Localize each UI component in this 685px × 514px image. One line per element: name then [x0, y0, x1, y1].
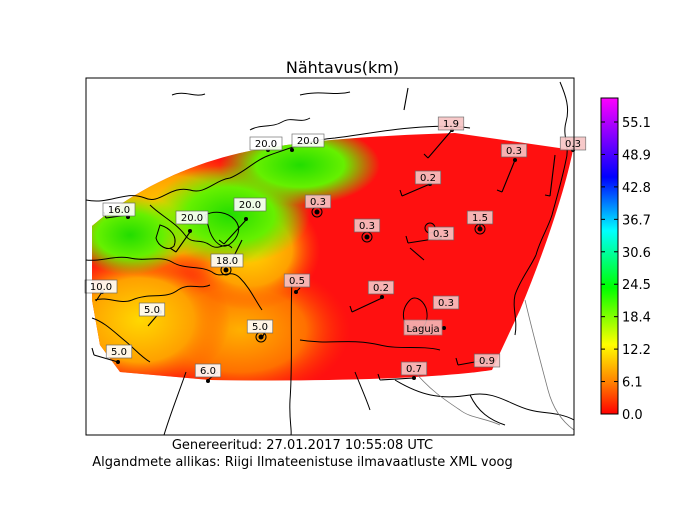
- station-label: 0.2: [414, 170, 442, 185]
- colorbar-tick-label: 12.2: [622, 343, 651, 358]
- station-value: 5.0: [144, 305, 160, 316]
- station-value: 0.3: [433, 229, 449, 240]
- colorbar-tick-label: 18.4: [622, 311, 651, 326]
- station-label: 0.2: [367, 280, 395, 295]
- station-label: 5.0: [246, 319, 274, 334]
- station-value: 20.0: [255, 139, 277, 150]
- station-label: 20.0: [291, 133, 325, 148]
- station-label: 1.9: [437, 116, 465, 131]
- station-value: 0.3: [565, 139, 581, 150]
- station-label: 0.3: [559, 136, 587, 151]
- station-value: 20.0: [297, 136, 319, 147]
- colorbar-tick-label: 6.1: [622, 376, 643, 391]
- station-label: 18.0: [210, 253, 244, 268]
- station-value: 0.2: [373, 283, 389, 294]
- colorbar-tick-label: 0.0: [622, 408, 643, 423]
- station-value: 20.0: [181, 213, 203, 224]
- map-frame: [85, 77, 575, 436]
- station-value: 16.0: [108, 205, 130, 216]
- colorbar-gradient: [600, 97, 619, 415]
- colorbar-tick-label: 30.6: [622, 246, 651, 261]
- station-label: 16.0: [102, 202, 136, 217]
- colorbar: 55.1 48.9 42.8 36.7 30.6 24.5 18.4 12.2 6.1 0.0: [600, 97, 651, 423]
- station-label: 20.0: [233, 197, 267, 212]
- place-label-group: Laguja: [403, 319, 443, 336]
- station-label: 20.0: [249, 136, 283, 151]
- station-value: 5.0: [252, 322, 268, 333]
- station-value: 0.2: [420, 173, 436, 184]
- generated-timestamp: Genereeritud: 27.01.2017 10:55:08 UTC: [171, 438, 434, 453]
- station-label: 0.3: [432, 295, 460, 310]
- station-value: 0.9: [479, 356, 495, 367]
- station-labels: 16.0 20.0 20.0 20.0 20.0 18.0 10.0 5.0 5.0 5.0 6.0…: [84, 116, 587, 378]
- station-value: 0.3: [359, 221, 375, 232]
- colorbar-tick-label: 42.8: [622, 181, 651, 196]
- colorbar-tick-label: 48.9: [622, 148, 651, 163]
- station-label: 0.3: [427, 226, 455, 241]
- station-label: 0.3: [304, 194, 332, 209]
- station-value: 1.9: [443, 119, 459, 130]
- station-value: 0.3: [506, 146, 522, 157]
- station-label: 0.3: [500, 143, 528, 158]
- station-value: 0.3: [310, 197, 326, 208]
- station-label: 6.0: [194, 363, 222, 378]
- station-label: 0.7: [400, 361, 428, 376]
- station-value: 1.5: [472, 213, 488, 224]
- colorbar-tick-label: 24.5: [622, 278, 651, 293]
- colorbar-ticks: 55.1 48.9 42.8 36.7 30.6 24.5 18.4 12.2 6.1 0.0: [601, 116, 651, 423]
- station-label: 0.9: [473, 353, 501, 368]
- station-value: 18.0: [216, 256, 238, 267]
- station-label: 5.0: [105, 344, 133, 359]
- place-label: Laguja: [406, 324, 439, 335]
- station-label: 0.3: [353, 218, 381, 233]
- station-value: 6.0: [200, 366, 216, 377]
- station-value: 0.3: [438, 298, 454, 309]
- station-value: 0.5: [289, 276, 305, 287]
- station-label: 5.0: [138, 302, 166, 317]
- borders: [414, 299, 574, 431]
- colorbar-tick-label: 55.1: [622, 116, 651, 131]
- station-value: 0.7: [406, 364, 422, 375]
- station-value: 5.0: [111, 347, 127, 358]
- chart-title: Nähtavus(km): [285, 58, 400, 77]
- station-value: 10.0: [90, 282, 112, 293]
- station-value: 20.0: [239, 200, 261, 211]
- station-label: 1.5: [466, 210, 494, 225]
- station-label: 0.5: [283, 273, 311, 288]
- station-label: 20.0: [175, 210, 209, 225]
- station-label: 10.0: [84, 279, 118, 294]
- data-source: Algandmete allikas: Riigi Ilmateenistuse…: [92, 455, 513, 470]
- coastlines: [86, 81, 574, 435]
- colorbar-tick-label: 36.7: [622, 213, 651, 228]
